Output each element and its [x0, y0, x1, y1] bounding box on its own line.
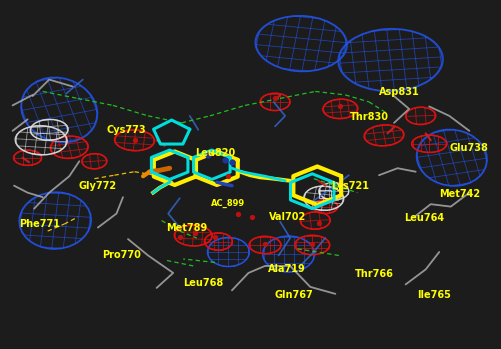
- Text: Ile765: Ile765: [416, 290, 450, 300]
- Text: Gly772: Gly772: [79, 181, 117, 191]
- Text: Leu820: Leu820: [194, 148, 234, 158]
- Text: Leu768: Leu768: [183, 279, 223, 288]
- Text: Thr766: Thr766: [354, 269, 393, 279]
- Text: Lys721: Lys721: [331, 181, 369, 191]
- Text: Val702: Val702: [268, 212, 305, 222]
- Text: Thr830: Thr830: [349, 112, 388, 122]
- Text: Glu738: Glu738: [449, 143, 488, 153]
- Text: Gln767: Gln767: [274, 290, 313, 300]
- Text: Cys773: Cys773: [107, 125, 146, 135]
- Text: Leu764: Leu764: [403, 213, 443, 223]
- Text: Phe771: Phe771: [19, 219, 60, 229]
- Text: AC_899: AC_899: [211, 199, 245, 208]
- Text: Pro770: Pro770: [102, 251, 141, 260]
- Text: Ala719: Ala719: [268, 265, 306, 274]
- Text: Met742: Met742: [438, 189, 479, 199]
- Text: Met789: Met789: [166, 223, 207, 232]
- Text: Asp831: Asp831: [378, 88, 419, 97]
